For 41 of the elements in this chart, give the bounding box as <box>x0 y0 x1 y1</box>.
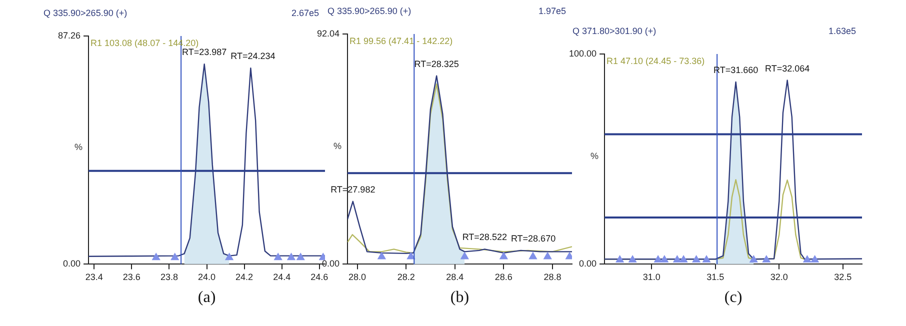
y-tick-label: 100.00 <box>568 48 597 58</box>
y-axis-title: % <box>74 142 83 152</box>
x-tick-label: 24.2 <box>236 272 254 282</box>
x-tick-label: 28.8 <box>544 272 562 282</box>
chart-title: Q 335.90>265.90 (+) <box>44 8 128 18</box>
x-tick-label: 23.6 <box>122 272 140 282</box>
y-axis-title: % <box>334 141 342 152</box>
x-tick-label: 28.6 <box>494 272 512 282</box>
annotation: RT=32.064 <box>765 63 810 74</box>
x-tick-label: 23.8 <box>160 272 178 282</box>
annotation: RT=28.325 <box>414 58 459 69</box>
x-tick-label: 24.6 <box>310 272 328 282</box>
text: 2.67e5 <box>291 8 319 18</box>
annotation: RT=28.670 <box>510 233 556 244</box>
chart-title: Q 335.90>265.90 (+) <box>328 6 412 16</box>
y-tick-label: 0.00 <box>578 258 597 269</box>
y-tick-label: 0.00 <box>62 258 81 269</box>
x-tick-label: 31.5 <box>706 272 724 282</box>
annotation: R1 47.10 (24.45 - 73.36) <box>606 56 705 66</box>
x-tick-label: 24.0 <box>198 272 216 282</box>
y-tick-label: 87.26 <box>58 30 81 40</box>
x-tick-label: 32.0 <box>770 272 788 282</box>
annotation: RT=24.234 <box>230 51 276 62</box>
x-tick-label: 23.4 <box>85 272 103 282</box>
chart-title: Q 371.80>301.90 (+) <box>572 26 656 36</box>
text: (a) <box>198 289 216 306</box>
text: 1.63e5 <box>828 26 856 36</box>
x-tick-label: 32.5 <box>834 272 852 282</box>
x-tick-label: 31.0 <box>642 272 660 282</box>
annotation: RT=28.522 <box>462 232 507 242</box>
y-tick-label: 92.04 <box>316 28 340 38</box>
x-tick-label: 28.0 <box>348 272 366 282</box>
y-axis-title: % <box>590 151 599 162</box>
text: (c) <box>724 289 742 306</box>
text: (b) <box>450 289 470 306</box>
text: 1.97e5 <box>538 6 566 16</box>
x-tick-label: 28.2 <box>397 272 415 282</box>
x-tick-label: 24.4 <box>273 272 291 282</box>
annotation: RT=23.987 <box>182 47 227 58</box>
y-tick-label: 0.00 <box>322 258 340 269</box>
x-tick-label: 28.4 <box>446 272 464 282</box>
